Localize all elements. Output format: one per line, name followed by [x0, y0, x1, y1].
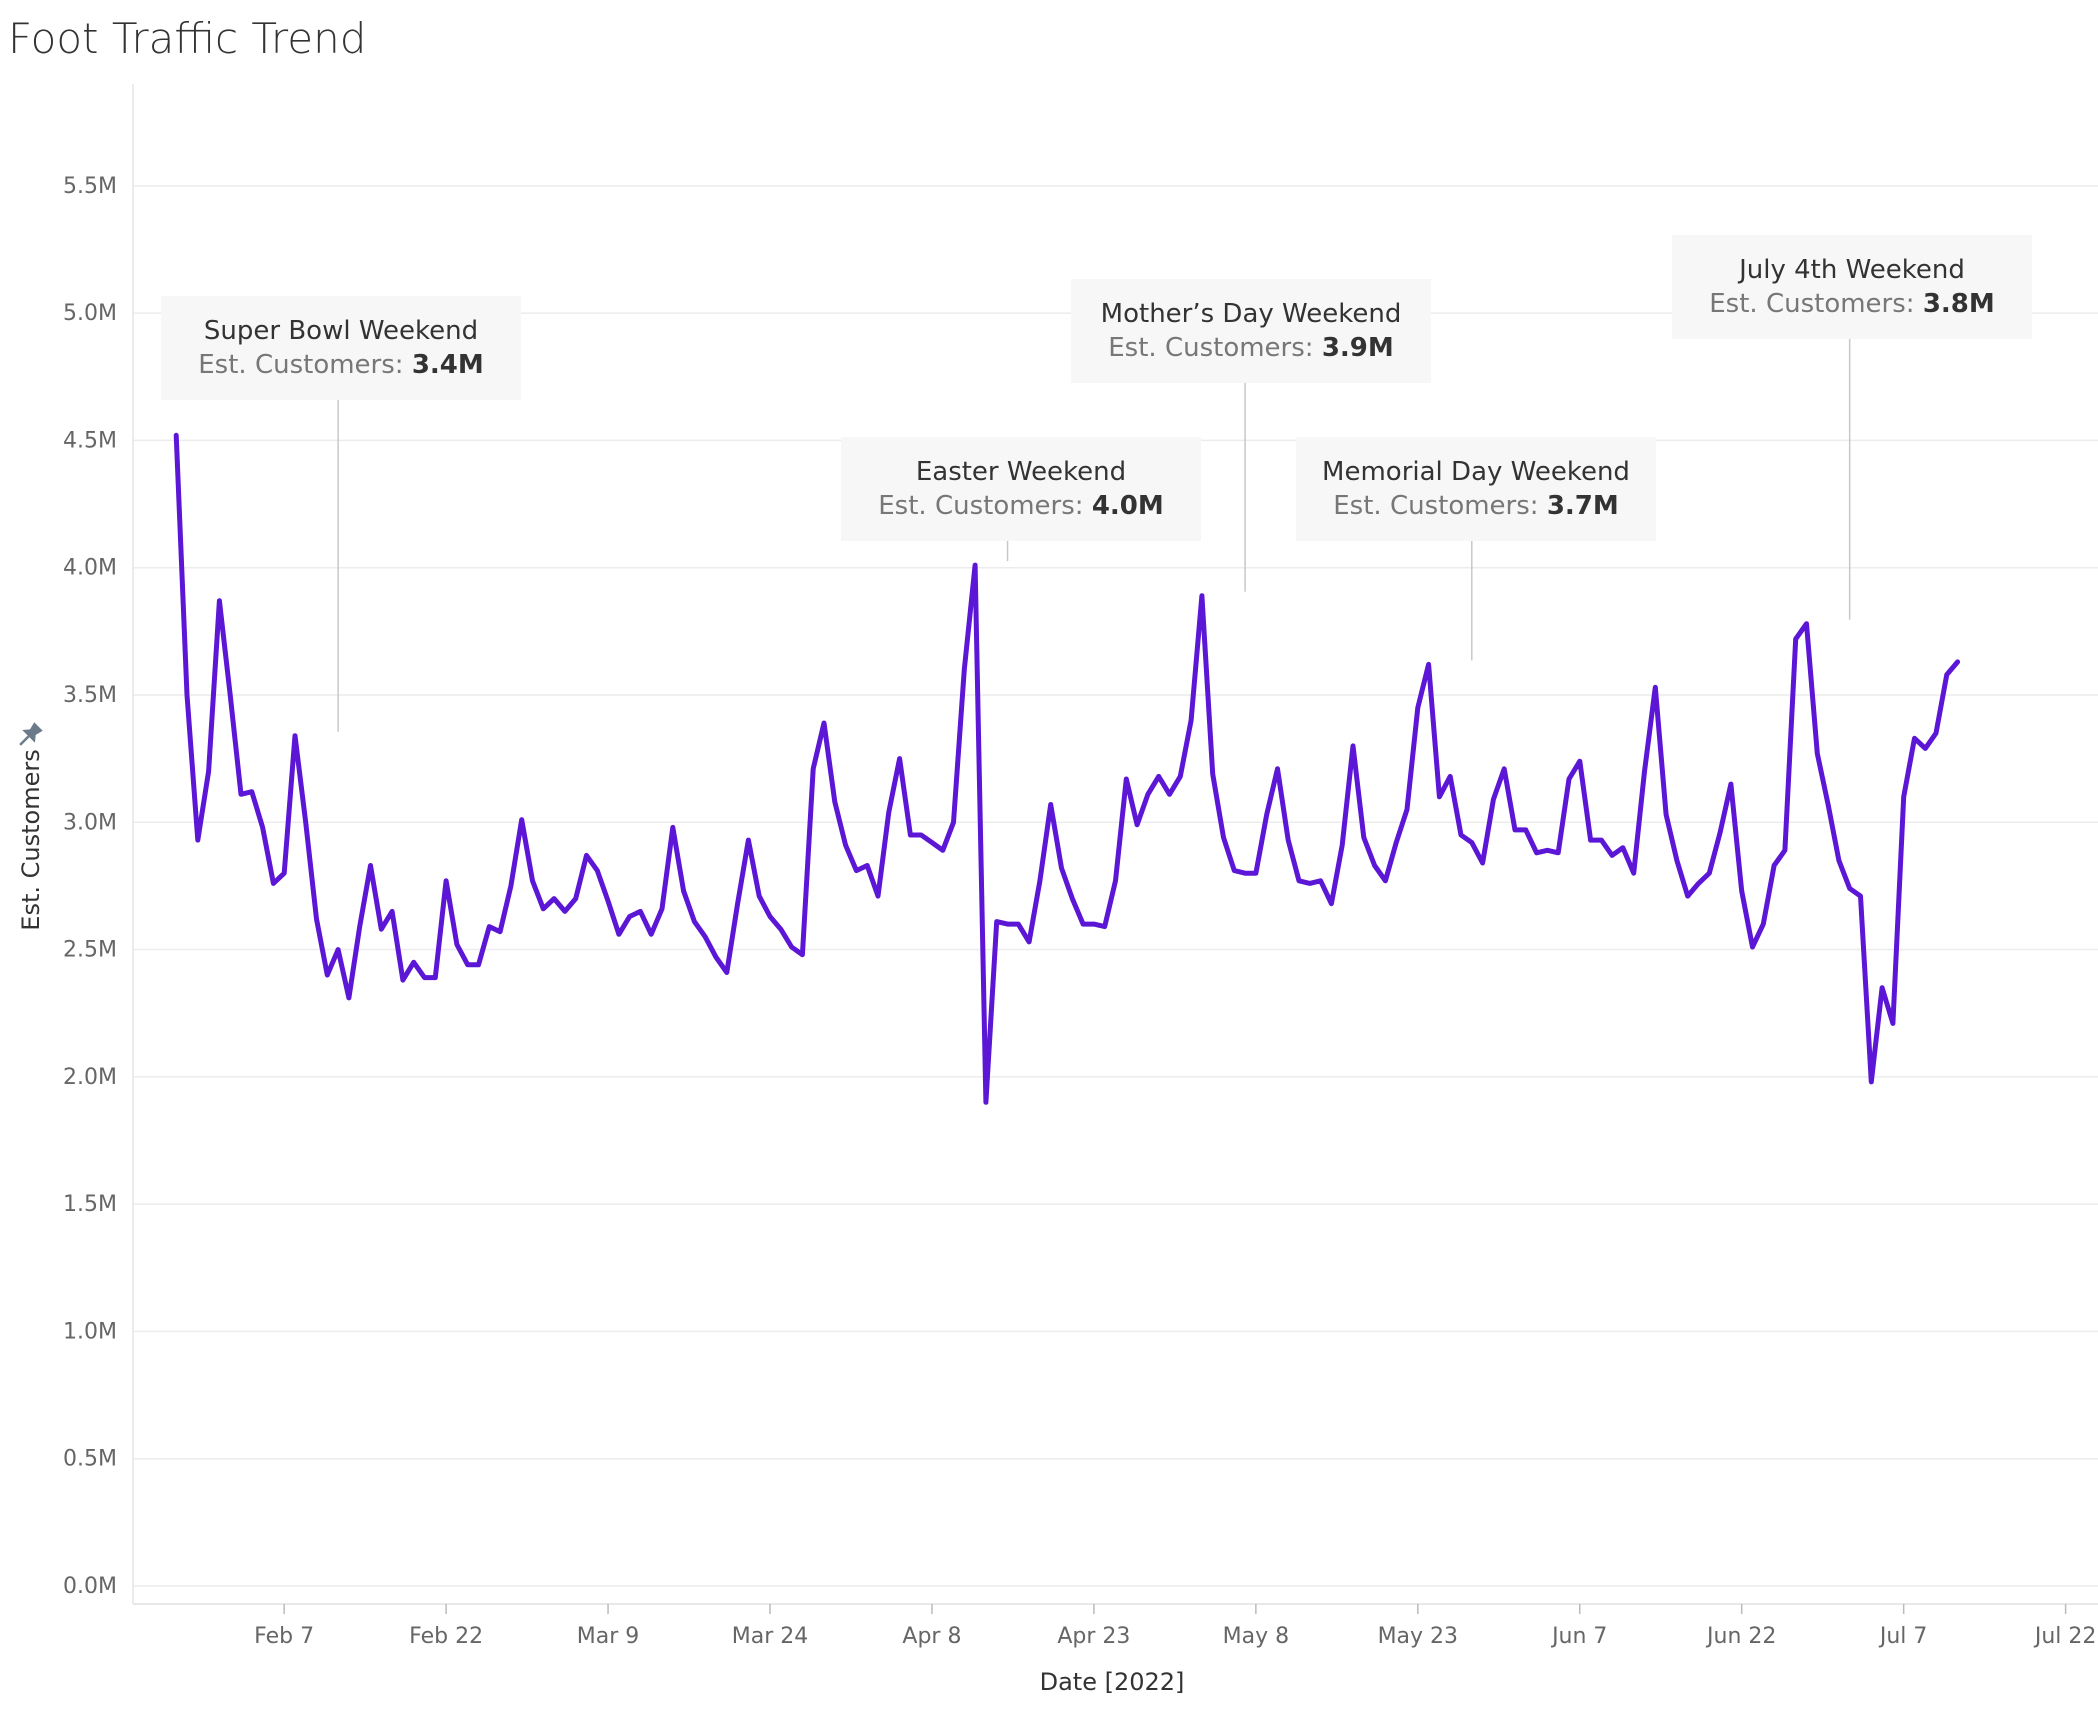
x-tick-label: May 23: [1378, 1624, 1458, 1649]
x-tick-label: Apr 23: [1057, 1624, 1130, 1649]
y-tick-label: 4.5M: [63, 428, 117, 453]
annotation-value-line: Est. Customers: 3.4M: [198, 350, 484, 380]
y-tick-label: 3.0M: [63, 810, 117, 835]
annotation-box[interactable]: Memorial Day Weekend Est. Customers: 3.7M: [1296, 437, 1656, 541]
annotation-value-line: Est. Customers: 3.9M: [1108, 333, 1394, 363]
annotations: Super Bowl Weekend Est. Customers: 3.4M Ea…: [161, 235, 2032, 541]
annotation-background: [161, 296, 521, 400]
annotation-label: Est. Customers:: [1709, 289, 1923, 319]
y-tick-label: 2.5M: [63, 938, 117, 963]
y-axis-title: Est. Customers: [17, 749, 45, 930]
annotation-value: 3.7M: [1547, 491, 1619, 521]
annotation-value: 3.4M: [412, 350, 484, 380]
annotation-background: [1296, 437, 1656, 541]
annotation-background: [841, 437, 1201, 541]
annotation-label: Est. Customers:: [1108, 333, 1322, 363]
y-tick-label: 1.0M: [63, 1319, 117, 1344]
y-tick-label: 5.5M: [63, 174, 117, 199]
chart-title: Foot Traffic Trend: [8, 14, 367, 63]
x-tick-label: Jul 7: [1878, 1624, 1928, 1649]
series-layer: [173, 432, 1961, 1105]
annotation-value: 3.9M: [1322, 333, 1394, 363]
y-tick-label: 5.0M: [63, 301, 117, 326]
annotation-label: Est. Customers:: [198, 350, 412, 380]
x-tick-label: Feb 22: [409, 1624, 483, 1649]
annotation-value: 4.0M: [1092, 491, 1164, 521]
annotation-box[interactable]: Easter Weekend Est. Customers: 4.0M: [841, 437, 1201, 541]
annotation-background: [1071, 279, 1431, 383]
y-tick-label: 1.5M: [63, 1192, 117, 1217]
annotation-title: Easter Weekend: [916, 457, 1126, 487]
annotation-value-line: Est. Customers: 4.0M: [878, 491, 1164, 521]
annotation-title: Super Bowl Weekend: [204, 316, 478, 346]
annotation-value-line: Est. Customers: 3.8M: [1709, 289, 1995, 319]
annotation-box[interactable]: Mother’s Day Weekend Est. Customers: 3.9M: [1071, 279, 1431, 383]
annotation-background: [1672, 235, 2032, 339]
x-tick-label: Jul 22: [2033, 1624, 2097, 1649]
x-tick-label: Apr 8: [902, 1624, 961, 1649]
annotation-label: Est. Customers:: [878, 491, 1092, 521]
y-tick-label: 2.0M: [63, 1065, 117, 1090]
annotation-title: Memorial Day Weekend: [1322, 457, 1630, 487]
x-tick-label: May 8: [1223, 1624, 1289, 1649]
x-tick-label: Mar 9: [577, 1624, 640, 1649]
x-tick-label: Jun 7: [1550, 1624, 1607, 1649]
y-tick-label: 0.0M: [63, 1574, 117, 1599]
annotation-box[interactable]: Super Bowl Weekend Est. Customers: 3.4M: [161, 296, 521, 400]
x-tick-label: Feb 7: [254, 1624, 314, 1649]
y-tick-label: 0.5M: [63, 1447, 117, 1472]
x-tick-label: Jun 22: [1705, 1624, 1776, 1649]
annotation-label: Est. Customers:: [1333, 491, 1547, 521]
pin-icon[interactable]: [14, 720, 45, 751]
x-axis-title: Date [2022]: [1040, 1668, 1185, 1696]
annotation-value: 3.8M: [1923, 289, 1995, 319]
series-line-est-customers[interactable]: [173, 432, 1961, 1105]
y-tick-label: 3.5M: [63, 683, 117, 708]
axes: 0.0M 0.5M 1.0M 1.5M 2.0M 2.5M 3.0M 3.5M 4.0M 4.5M…: [63, 84, 2098, 1649]
annotation-title: Mother’s Day Weekend: [1101, 299, 1402, 329]
y-tick-label: 4.0M: [63, 556, 117, 581]
annotation-title: July 4th Weekend: [1737, 255, 1965, 285]
annotation-value-line: Est. Customers: 3.7M: [1333, 491, 1619, 521]
annotation-box[interactable]: July 4th Weekend Est. Customers: 3.8M: [1672, 235, 2032, 339]
x-tick-label: Mar 24: [732, 1624, 809, 1649]
annotation-leader-lines: [337, 339, 1851, 732]
